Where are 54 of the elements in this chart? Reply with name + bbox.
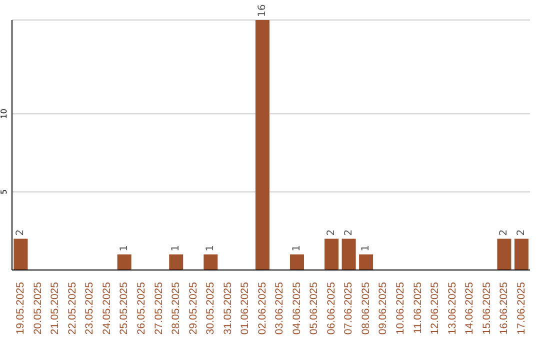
x-tick-label: 26.05.2025 — [136, 282, 148, 335]
x-tick-label: 10.06.2025 — [394, 282, 406, 335]
x-tick-label: 31.05.2025 — [222, 282, 234, 335]
data-label: 2 — [326, 229, 338, 236]
x-tick-label: 15.06.2025 — [480, 282, 493, 335]
data-label: 1 — [360, 245, 372, 252]
data-label: 2 — [15, 229, 26, 236]
data-label: 16 — [256, 4, 268, 17]
x-tick-label: 01.06.2025 — [239, 282, 252, 335]
x-tick-label: 03.06.2025 — [274, 282, 286, 335]
bar — [169, 254, 184, 270]
x-tick-label: 20.05.2025 — [32, 282, 44, 335]
x-tick-label: 24.05.2025 — [100, 282, 113, 335]
x-tick-label: 05.06.2025 — [308, 282, 320, 335]
x-tick-label: 13.06.2025 — [446, 282, 458, 335]
bar — [324, 238, 339, 270]
x-tick-label: 21.05.2025 — [49, 282, 62, 335]
data-label: 2 — [343, 229, 354, 236]
data-label: 2 — [516, 229, 527, 236]
bar — [359, 254, 374, 270]
x-tick-label: 04.06.2025 — [290, 282, 303, 335]
bar — [255, 20, 270, 270]
data-label: 1 — [170, 245, 182, 252]
x-tick-label: 25.05.2025 — [118, 282, 130, 335]
x-tick-label: 02.06.2025 — [256, 282, 268, 335]
x-tick-label: 08.06.2025 — [360, 282, 372, 335]
bar — [497, 238, 512, 270]
x-tick-label: 17.06.2025 — [515, 282, 528, 335]
data-label: 2 — [498, 229, 510, 236]
x-tick-label: 28.05.2025 — [170, 282, 182, 335]
x-tick-label: 22.05.2025 — [66, 282, 78, 335]
bar — [14, 238, 28, 270]
x-tick-label: 27.05.2025 — [152, 282, 165, 335]
bar — [514, 238, 528, 270]
x-tick-label: 11.06.2025 — [412, 282, 424, 334]
x-tick-label: 29.05.2025 — [187, 282, 200, 335]
x-tick-label: 23.05.2025 — [84, 282, 96, 335]
x-tick-label: 19.05.2025 — [14, 282, 27, 335]
x-tick-label: 16.06.2025 — [498, 282, 510, 335]
x-tick-label: 12.06.2025 — [429, 282, 442, 335]
data-label: 1 — [118, 245, 130, 252]
y-tick-label: 10 — [0, 108, 8, 119]
y-tick-label: 5 — [0, 189, 8, 194]
x-tick-label: 14.06.2025 — [464, 282, 476, 335]
bar — [290, 254, 304, 270]
bar — [342, 238, 356, 270]
data-label: 1 — [291, 245, 302, 252]
x-tick-label: 09.06.2025 — [377, 282, 390, 335]
x-tick-label: 30.05.2025 — [204, 282, 217, 335]
data-label: 1 — [205, 245, 216, 252]
x-tick-label: 06.06.2025 — [325, 282, 338, 335]
bar — [117, 254, 132, 270]
bar — [204, 254, 218, 270]
x-tick-label: 07.06.2025 — [342, 282, 355, 335]
